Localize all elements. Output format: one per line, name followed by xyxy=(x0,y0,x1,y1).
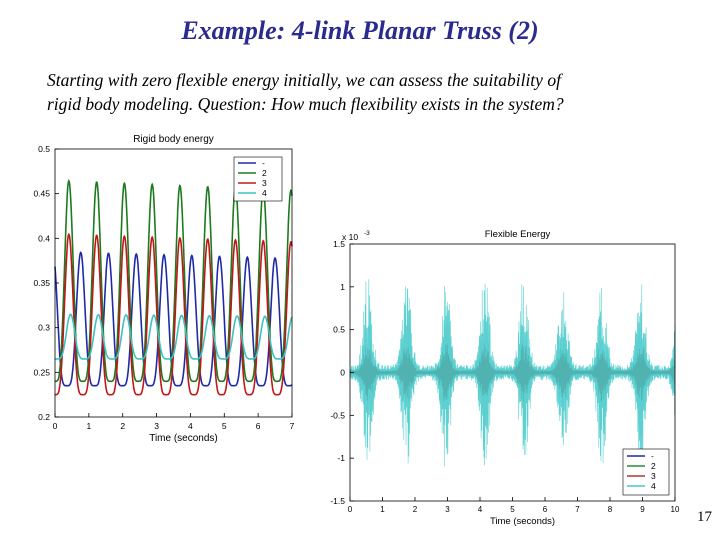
y-scale-exponent: -3 xyxy=(364,230,370,237)
legend: -234 xyxy=(234,157,282,201)
legend-label: 2 xyxy=(262,168,267,178)
y-tick-label: 0.5 xyxy=(333,325,345,335)
x-tick-label: 3 xyxy=(445,505,450,514)
x-tick-label: 9 xyxy=(640,505,645,514)
legend-label: - xyxy=(262,158,265,168)
page-number: 17 xyxy=(697,509,712,526)
y-tick-label: 0.3 xyxy=(38,323,50,333)
x-tick-label: 4 xyxy=(188,421,193,431)
legend-label: 2 xyxy=(651,461,656,471)
x-tick-label: 2 xyxy=(120,421,125,431)
legend-label: 4 xyxy=(262,188,267,198)
x-tick-label: 10 xyxy=(671,505,680,514)
legend: -234 xyxy=(623,449,669,495)
x-tick-label: 1 xyxy=(86,421,91,431)
y-tick-label: 1 xyxy=(340,282,345,292)
slide-title: Example: 4-link Planar Truss (2) xyxy=(0,16,720,46)
x-axis-label: Time (seconds) xyxy=(149,433,218,444)
legend-label: 3 xyxy=(651,471,656,481)
x-tick-label: 7 xyxy=(575,505,580,514)
x-tick-label: 5 xyxy=(222,421,227,431)
x-tick-label: 0 xyxy=(348,505,353,514)
x-tick-label: 4 xyxy=(478,505,483,514)
series-line-4 xyxy=(350,279,675,466)
legend-label: - xyxy=(651,451,654,461)
slide-description: Starting with zero flexible energy initi… xyxy=(47,68,697,116)
x-tick-label: 3 xyxy=(154,421,159,431)
x-tick-label: 6 xyxy=(543,505,548,514)
y-tick-label: -1 xyxy=(337,453,345,463)
x-tick-label: 1 xyxy=(380,505,385,514)
x-tick-label: 5 xyxy=(510,505,515,514)
y-tick-label: 0.35 xyxy=(33,278,50,288)
y-tick-label: 0.25 xyxy=(33,367,50,377)
description-line-1: Starting with zero flexible energy initi… xyxy=(47,68,697,92)
y-tick-label: 0.2 xyxy=(38,412,50,422)
y-tick-label: -0.5 xyxy=(330,410,345,420)
rigid-body-energy-chart: Rigid body energy 0.2 0.25 0.3 0.35 0.4 0.45 0.… xyxy=(10,125,300,445)
x-tick-label: 7 xyxy=(290,421,295,431)
y-tick-label: 0 xyxy=(340,368,345,378)
x-tick-label: 8 xyxy=(608,505,613,514)
description-line-2: rigid body modeling. Question: How much … xyxy=(47,92,697,116)
legend-label: 3 xyxy=(262,178,267,188)
y-tick-label: 0.45 xyxy=(33,189,50,199)
chart-title: Rigid body energy xyxy=(133,134,214,145)
chart-title: Flexible Energy xyxy=(485,229,551,240)
y-tick-label: 1.5 xyxy=(333,239,345,249)
y-tick-label: 0.4 xyxy=(38,233,50,243)
y-tick-label: -1.5 xyxy=(330,496,345,506)
x-tick-label: 0 xyxy=(53,421,58,431)
x-tick-label: 6 xyxy=(256,421,261,431)
x-axis-label: Time (seconds) xyxy=(490,516,555,527)
y-tick-label: 0.5 xyxy=(38,144,50,154)
x-tick-label: 2 xyxy=(413,505,418,514)
legend-label: 4 xyxy=(651,481,656,491)
